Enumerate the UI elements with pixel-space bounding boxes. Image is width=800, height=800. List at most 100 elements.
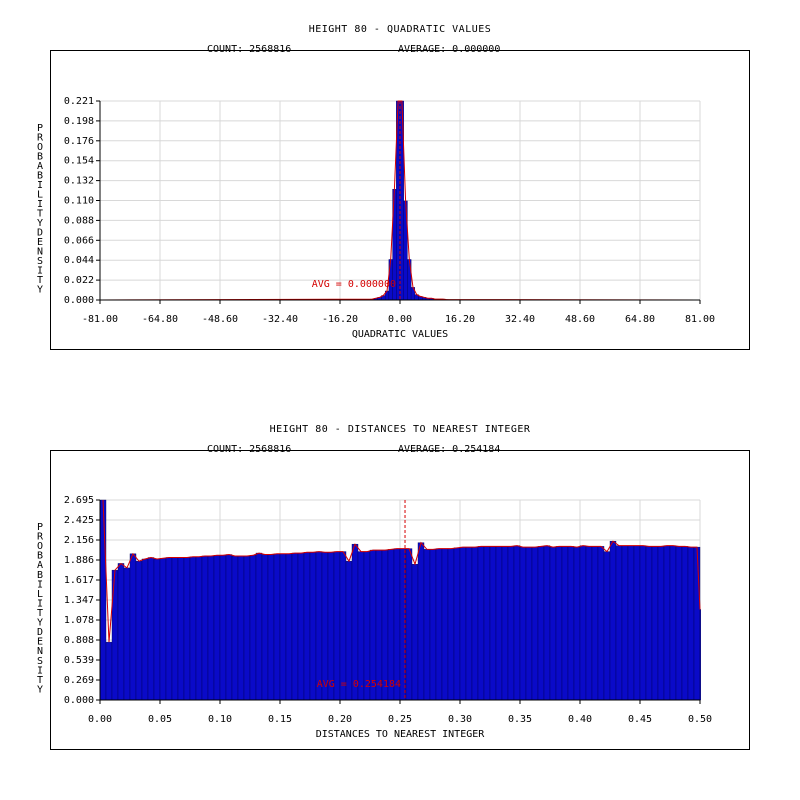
x-tick-label: 16.20 [445, 314, 475, 325]
histogram-bar [489, 546, 497, 701]
chart1-count: COUNT: 2568816 [207, 44, 292, 55]
histogram-bar [351, 543, 359, 701]
y-tick-label: 0.221 [64, 96, 94, 107]
histogram-bar [405, 548, 413, 701]
histogram-bar [117, 563, 125, 701]
y-axis-label-letter: E [37, 237, 43, 248]
histogram-bar [519, 546, 527, 701]
histogram-bar [231, 555, 239, 701]
x-axis-label: QUADRATIC VALUES [352, 329, 448, 340]
histogram-bar [177, 557, 185, 701]
y-axis-label-letter: T [37, 275, 43, 286]
histogram-bar [447, 548, 455, 701]
histogram-bar [213, 555, 221, 701]
histogram-bar [357, 551, 365, 701]
histogram-bar [195, 556, 203, 701]
histogram-bar [441, 548, 449, 701]
x-tick-label: 0.30 [448, 714, 472, 725]
histogram-bar [387, 549, 395, 701]
histogram-bar [297, 552, 305, 701]
average-annotation: AVG = 0.000000 [312, 279, 396, 290]
histogram-bar [609, 540, 617, 701]
histogram-bar [309, 552, 317, 701]
histogram-bar [273, 553, 281, 701]
y-tick-label: 2.156 [64, 535, 94, 546]
y-axis-label-letter: S [37, 656, 43, 667]
y-tick-label: 0.000 [64, 695, 94, 706]
histogram-bar [621, 545, 629, 701]
x-tick-label: 0.25 [388, 714, 412, 725]
y-axis-label-letter: P [37, 123, 43, 134]
histogram-bar [423, 549, 431, 701]
y-tick-label: 0.110 [64, 196, 94, 207]
y-tick-label: 0.808 [64, 635, 94, 646]
y-tick-label: 0.000 [64, 295, 94, 306]
y-tick-label: 0.154 [64, 156, 94, 167]
histogram-bar [459, 546, 467, 701]
x-tick-label: 81.00 [685, 314, 715, 325]
histogram-bar [225, 554, 233, 701]
histogram-bar [483, 546, 491, 701]
histogram-bar [555, 546, 563, 701]
y-tick-label: 1.347 [64, 595, 94, 606]
histogram-bar [393, 548, 401, 701]
histogram-bar [597, 546, 605, 701]
y-tick-label: 0.088 [64, 215, 94, 226]
y-axis-label-letter: I [37, 199, 43, 210]
y-axis-label-letter: I [37, 579, 43, 590]
y-axis-label-letter: I [37, 266, 43, 277]
histogram-bar [471, 546, 479, 701]
y-tick-label: 1.078 [64, 615, 94, 626]
histogram-bar [375, 549, 383, 701]
histogram-bar [579, 545, 587, 701]
histogram-bar [129, 553, 137, 701]
histogram-bar [543, 545, 551, 701]
histogram-bar [99, 499, 107, 701]
y-axis-label-letter: O [37, 541, 43, 552]
histogram-bar [381, 549, 389, 701]
histogram-bar [495, 546, 503, 701]
histogram-bar [501, 546, 509, 701]
x-tick-label: 0.40 [568, 714, 592, 725]
chart2-count: COUNT: 2568816 [207, 444, 292, 455]
x-tick-label: -16.20 [322, 314, 358, 325]
x-tick-label: -81.00 [82, 314, 118, 325]
histogram-bar [135, 561, 143, 701]
histogram-bar [537, 546, 545, 701]
histogram-bar [141, 558, 149, 701]
y-axis-label-letter: Y [37, 684, 43, 695]
histogram-bar [693, 546, 701, 701]
y-axis-label-letter: Y [37, 618, 43, 629]
histogram-bar [369, 549, 377, 701]
histogram-bar [123, 567, 131, 701]
histogram-bar [591, 546, 599, 701]
chart1-title: HEIGHT 80 - QUADRATIC VALUES [308, 24, 492, 35]
histogram-bar [207, 555, 215, 701]
histogram-bar [429, 549, 437, 701]
histogram-bar [201, 555, 209, 701]
chart1-frame [50, 50, 750, 350]
histogram-bar [105, 641, 113, 701]
histogram-bar [189, 556, 197, 701]
y-axis-label-letter: L [37, 589, 43, 600]
x-tick-label: 0.50 [688, 714, 712, 725]
y-tick-label: 0.269 [64, 675, 94, 686]
y-axis-label-letter: T [37, 675, 43, 686]
histogram-bar [525, 546, 533, 701]
histogram-bar [291, 552, 299, 701]
y-axis-label-letter: Y [37, 285, 43, 296]
y-axis-label-letter: L [37, 190, 43, 201]
histogram-bar [465, 546, 473, 701]
histogram-bar [339, 551, 347, 701]
x-tick-label: 0.15 [268, 714, 292, 725]
x-tick-label: 0.00 [88, 714, 112, 725]
histogram-bar [147, 557, 155, 701]
histogram-bar [633, 545, 641, 701]
y-tick-label: 1.617 [64, 575, 94, 586]
histogram-bar [165, 557, 173, 701]
x-tick-label: -64.80 [142, 314, 178, 325]
y-tick-label: 0.066 [64, 235, 94, 246]
histogram-bar [651, 546, 659, 701]
x-tick-label: 0.20 [328, 714, 352, 725]
histogram-bar [561, 546, 569, 701]
